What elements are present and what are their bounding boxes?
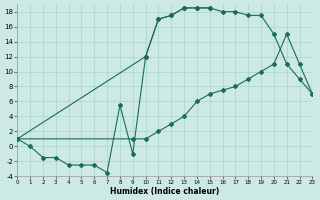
X-axis label: Humidex (Indice chaleur): Humidex (Indice chaleur) xyxy=(110,187,220,196)
